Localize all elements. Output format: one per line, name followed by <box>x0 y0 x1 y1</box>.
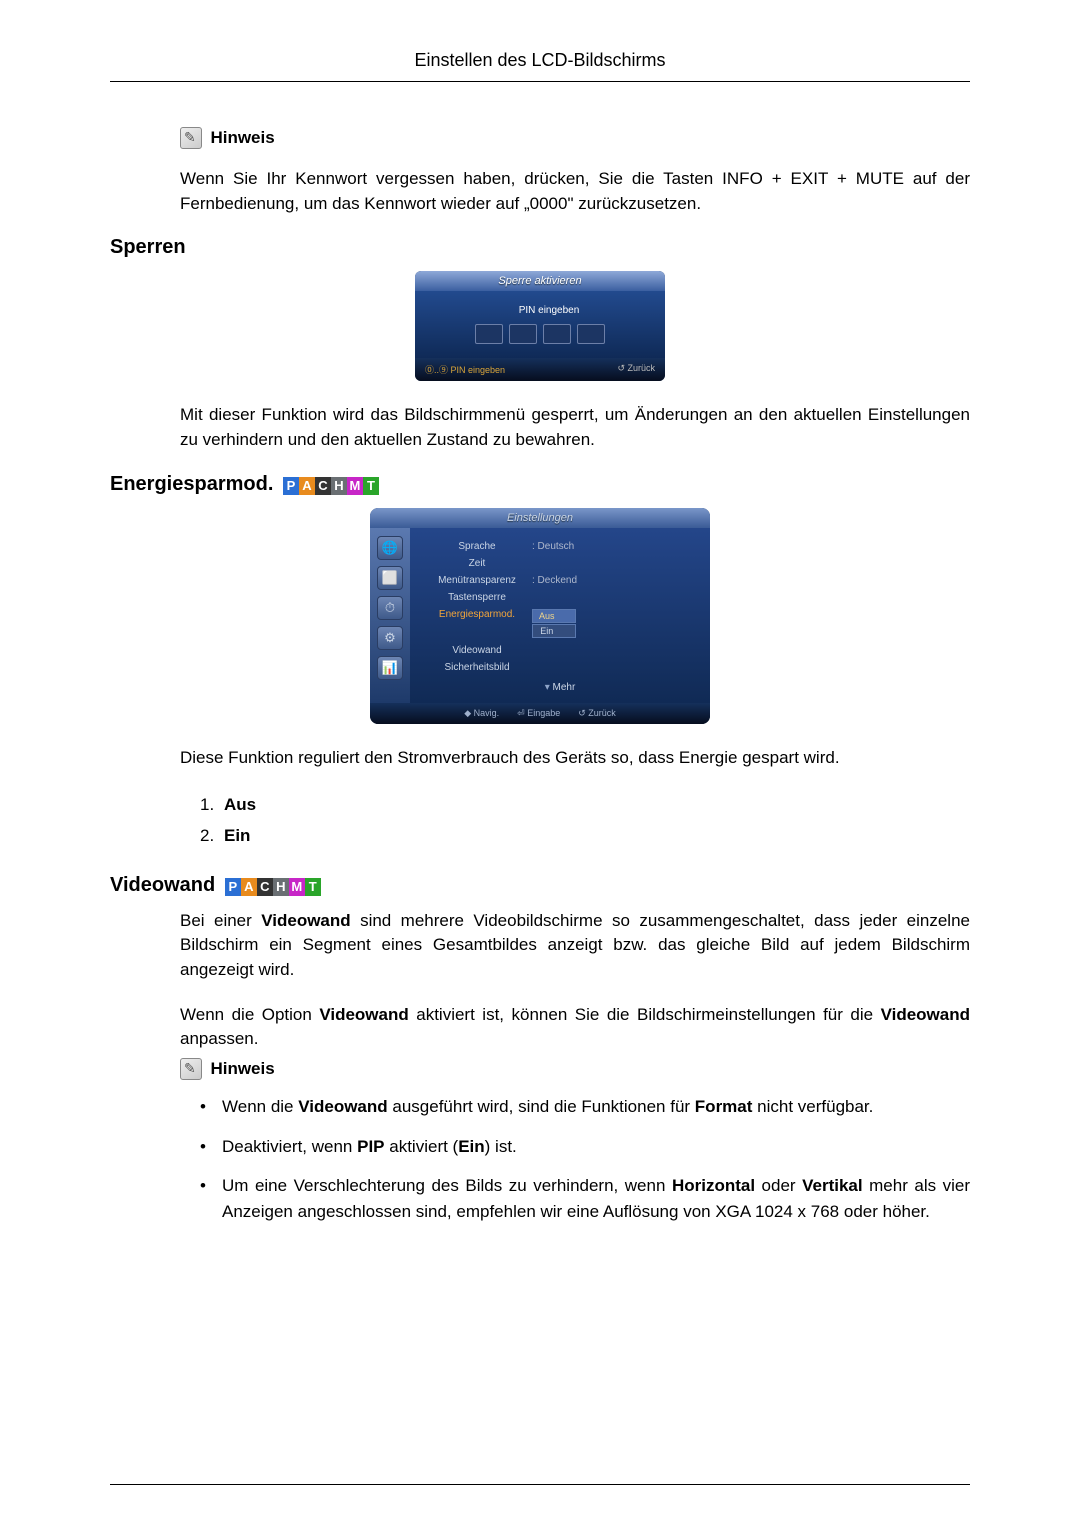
globe-icon[interactable] <box>377 536 403 560</box>
bullet-item: Wenn die Videowand ausgeführt wird, sind… <box>200 1094 970 1120</box>
menu-row[interactable]: Videowand <box>422 642 698 659</box>
menu-more[interactable]: Mehr <box>422 676 698 693</box>
pin-box[interactable] <box>543 324 571 344</box>
osd-lock-title: Sperre aktivieren <box>415 271 665 291</box>
pencil-icon <box>180 127 202 149</box>
page-header: Einstellen des LCD-Bildschirms <box>110 50 970 82</box>
hinweis-label: Hinweis <box>210 128 274 147</box>
energie-desc: Diese Funktion reguliert den Stromverbra… <box>180 746 970 771</box>
section-energie-title: Energiesparmod. PACHMT <box>110 473 970 496</box>
osd-menu-list: Sprache: Deutsch Zeit Menütransparenz: D… <box>410 528 710 703</box>
option-aus[interactable]: Aus <box>532 609 576 623</box>
hinweis-block-1: Hinweis <box>180 127 970 149</box>
badge-t: T <box>363 477 379 495</box>
list-item: 1.Aus <box>200 790 970 821</box>
badge-a: A <box>299 477 315 495</box>
menu-row-highlighted[interactable]: Energiesparmod. Aus Ein <box>422 606 698 642</box>
menu-row[interactable]: Sprache: Deutsch <box>422 538 698 555</box>
hinweis-block-2: Hinweis <box>180 1058 970 1080</box>
osd-side-icons <box>370 528 410 703</box>
pin-box[interactable] <box>577 324 605 344</box>
badge-t: T <box>305 878 321 896</box>
clock-icon[interactable] <box>377 596 403 620</box>
pencil-icon <box>180 1058 202 1080</box>
list-item: 2.Ein <box>200 821 970 852</box>
video-p1: Bei einer Videowand sind mehrere Videobi… <box>180 909 970 983</box>
menu-row[interactable]: Zeit <box>422 555 698 572</box>
badge-c: C <box>257 878 273 896</box>
badge-p: P <box>283 477 299 495</box>
osd-footer-back: ↺ Zurück <box>578 708 616 719</box>
badge-p: P <box>225 878 241 896</box>
footer-rule <box>110 1484 970 1485</box>
badge-h: H <box>273 878 289 896</box>
pin-box[interactable] <box>509 324 537 344</box>
hinweis-1-text: Wenn Sie Ihr Kennwort vergessen haben, d… <box>180 167 970 216</box>
gear-icon[interactable] <box>377 626 403 650</box>
menu-row[interactable]: Sicherheitsbild <box>422 659 698 676</box>
bullet-item: Um eine Verschlechterung des Bilds zu ve… <box>200 1173 970 1224</box>
option-ein[interactable]: Ein <box>532 624 576 638</box>
menu-row[interactable]: Tastensperre <box>422 589 698 606</box>
osd-footer-nav: ◆ Navig. <box>464 708 499 719</box>
badge-h: H <box>331 477 347 495</box>
hinweis-label: Hinweis <box>210 1059 274 1078</box>
bars-icon[interactable] <box>377 656 403 680</box>
video-p2: Wenn die Option Videowand aktiviert ist,… <box>180 1003 970 1052</box>
menu-row[interactable]: Menütransparenz: Deckend <box>422 572 698 589</box>
osd-settings-screenshot: Einstellungen Sprache: Deutsch Zeit Menü… <box>110 508 970 724</box>
pin-boxes <box>425 324 655 344</box>
energie-options-list: 1.Aus 2.Ein <box>200 790 970 851</box>
badge-a: A <box>241 878 257 896</box>
badge-m: M <box>347 477 363 495</box>
osd-footer-enter: ⏎ Eingabe <box>517 708 560 719</box>
bullet-item: Deaktiviert, wenn PIP aktiviert (Ein) is… <box>200 1134 970 1160</box>
badge-m: M <box>289 878 305 896</box>
pin-label: PIN eingeben <box>443 305 655 316</box>
mode-badges: PACHMT <box>283 473 379 496</box>
osd-footer-right: ↺ Zurück <box>617 363 655 376</box>
pin-box[interactable] <box>475 324 503 344</box>
section-videowand-title: Videowand PACHMT <box>110 874 970 897</box>
section-sperren-title: Sperren <box>110 236 970 259</box>
picture-icon[interactable] <box>377 566 403 590</box>
osd-settings-title: Einstellungen <box>370 508 710 528</box>
badge-c: C <box>315 477 331 495</box>
osd-sperren-screenshot: Sperre aktivieren PIN eingeben ⓪..⑨ PIN … <box>110 271 970 381</box>
video-bullets: Wenn die Videowand ausgeführt wird, sind… <box>200 1094 970 1224</box>
sperren-desc: Mit dieser Funktion wird das Bildschirmm… <box>180 403 970 452</box>
select-box[interactable]: Aus Ein <box>532 609 576 639</box>
mode-badges: PACHMT <box>225 874 321 897</box>
osd-footer-left: ⓪..⑨ PIN eingeben <box>425 363 505 376</box>
